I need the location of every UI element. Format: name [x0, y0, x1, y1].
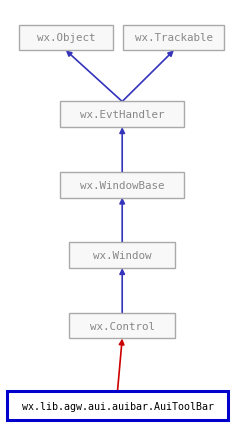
- Text: wx.WindowBase: wx.WindowBase: [80, 180, 164, 190]
- FancyBboxPatch shape: [69, 313, 175, 339]
- FancyBboxPatch shape: [123, 26, 224, 51]
- FancyBboxPatch shape: [60, 102, 184, 128]
- Text: wx.Control: wx.Control: [90, 321, 155, 331]
- Text: wx.EvtHandler: wx.EvtHandler: [80, 110, 164, 120]
- FancyBboxPatch shape: [60, 173, 184, 198]
- Text: wx.Window: wx.Window: [93, 250, 151, 261]
- Text: wx.lib.agw.aui.auibar.AuiToolBar: wx.lib.agw.aui.auibar.AuiToolBar: [21, 400, 214, 411]
- FancyBboxPatch shape: [7, 391, 228, 420]
- Text: wx.Object: wx.Object: [37, 33, 95, 43]
- FancyBboxPatch shape: [69, 243, 175, 268]
- Text: wx.Trackable: wx.Trackable: [135, 33, 213, 43]
- FancyBboxPatch shape: [19, 26, 113, 51]
